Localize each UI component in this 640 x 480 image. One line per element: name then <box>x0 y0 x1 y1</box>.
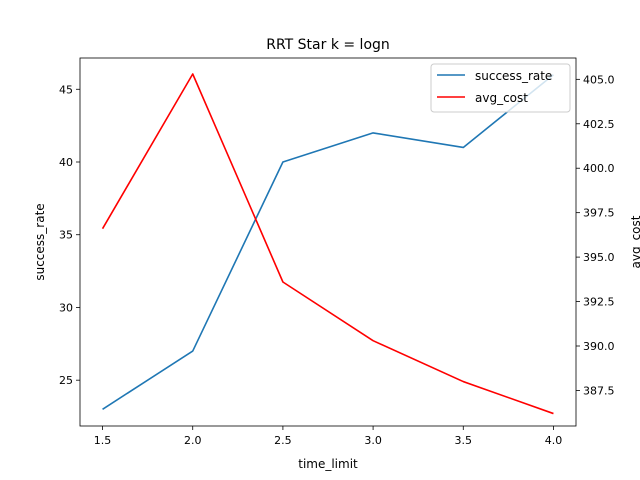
x-tick-label: 4.0 <box>545 434 563 447</box>
series-line-success-rate <box>102 74 554 410</box>
right-y-tick-label: 397.5 <box>583 207 615 220</box>
left-y-tick-label: 40 <box>59 156 73 169</box>
legend-label-success-rate: success_rate <box>475 69 552 83</box>
left-y-tick-label: 45 <box>59 83 73 96</box>
right-y-tick-label: 392.5 <box>583 296 615 309</box>
right-y-axis-ticks: 387.5 390.0 392.5 395.0 397.5 400.0 402.5 405.0 <box>576 73 615 397</box>
series-lines <box>101 73 554 415</box>
right-y-axis-label: avg_cost <box>629 215 640 268</box>
plot-area <box>80 58 576 426</box>
left-y-tick-label: 30 <box>59 301 73 314</box>
series-line-avg-cost <box>101 73 554 415</box>
left-y-tick-label: 25 <box>59 374 73 387</box>
x-axis-label: time_limit <box>298 457 358 471</box>
right-y-tick-label: 402.5 <box>583 118 615 131</box>
right-y-tick-label: 390.0 <box>583 340 615 353</box>
right-y-tick-label: 387.5 <box>583 384 615 397</box>
x-tick-label: 3.5 <box>455 434 473 447</box>
legend-box <box>430 63 571 113</box>
x-tick-label: 2.0 <box>184 434 202 447</box>
right-y-tick-label: 405.0 <box>583 73 615 86</box>
legend-label-avg-cost: avg_cost <box>475 91 528 105</box>
right-y-tick-label: 400.0 <box>583 162 615 175</box>
left-y-axis-label: success_rate <box>33 203 47 280</box>
left-y-tick-label: 35 <box>59 229 73 242</box>
x-axis-ticks: 1.5 2.0 2.5 3.0 3.5 4.0 <box>94 426 562 447</box>
x-tick-label: 2.5 <box>274 434 292 447</box>
x-tick-label: 3.0 <box>364 434 382 447</box>
plot-frame <box>79 57 577 427</box>
x-tick-label: 1.5 <box>94 434 112 447</box>
legend: success_rate avg_cost <box>430 63 571 113</box>
chart-title: RRT Star k = logn <box>266 37 390 53</box>
right-y-tick-label: 395.0 <box>583 251 615 264</box>
left-y-axis-ticks: 25 30 35 40 45 <box>59 83 80 387</box>
